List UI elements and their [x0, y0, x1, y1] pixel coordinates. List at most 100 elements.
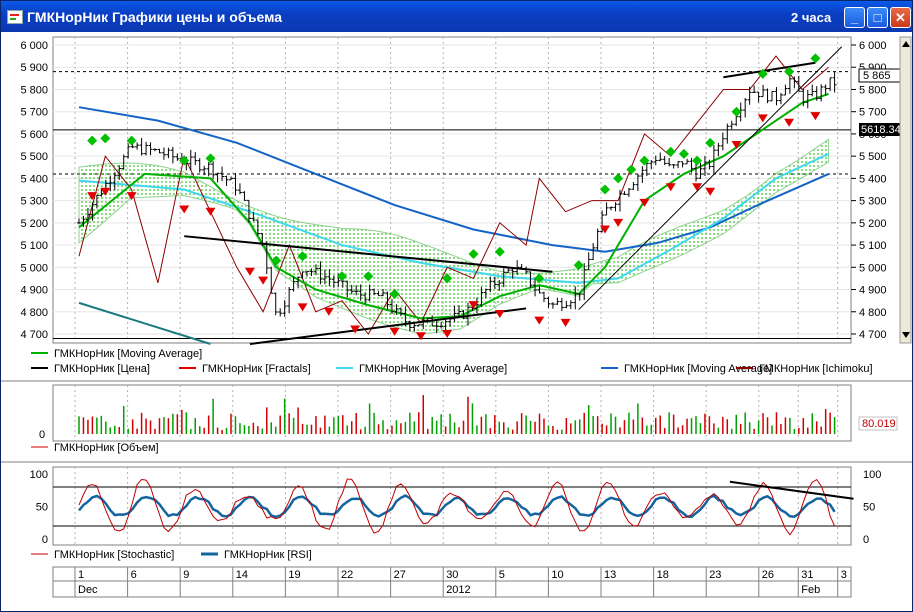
scroll-up-icon[interactable] — [902, 41, 910, 47]
scroll-down-icon[interactable] — [902, 332, 910, 338]
fractal-up-marker — [494, 246, 505, 257]
legend-entry[interactable]: ГМКНорНик [RSI] — [201, 549, 312, 561]
trend-line[interactable] — [578, 46, 843, 310]
day-tick-label: 31 — [801, 569, 813, 581]
fractal-up-marker — [613, 173, 624, 184]
minimize-button[interactable]: _ — [844, 7, 865, 28]
price-bar — [211, 161, 216, 180]
legend-entry[interactable]: ГМКНорНик [Stochastic] — [31, 549, 174, 561]
osc-tick-label-right: 100 — [863, 469, 881, 481]
oscillator-legend: ГМКНорНик [Stochastic] ГМКНорНик [RSI] — [31, 549, 312, 561]
legend-label: ГМКНорНик [Moving Average] — [624, 363, 772, 375]
price-bar — [130, 144, 135, 149]
legend-entry[interactable]: ГМКНорНик [Moving Average] — [601, 363, 772, 375]
price-tick-label: 6 000 — [20, 40, 48, 52]
price-bar — [501, 268, 506, 288]
fractal-down-marker — [692, 183, 703, 192]
price-bars — [77, 71, 837, 333]
price-bar — [90, 202, 95, 221]
price-bar — [832, 71, 837, 93]
osc-trend-line[interactable] — [729, 480, 854, 500]
price-bar — [309, 268, 314, 276]
price-bar — [385, 291, 390, 310]
fractal-down-marker — [494, 309, 505, 318]
price-tick-label-right: 6 000 — [859, 40, 887, 52]
fractal-down-marker — [613, 218, 624, 227]
day-tick-label: 3 — [841, 569, 847, 581]
price-bar — [716, 142, 721, 157]
price-bar — [135, 142, 140, 150]
price-bar — [801, 88, 806, 107]
price-bar — [305, 270, 310, 277]
trend-line[interactable] — [184, 235, 553, 273]
price-bar — [693, 162, 698, 182]
legend-entry[interactable]: ГМКНорНик [Цена] — [31, 363, 150, 375]
price-bar — [461, 309, 466, 320]
trend-lines[interactable] — [78, 46, 843, 345]
ma-blue-line — [78, 106, 830, 253]
legend-entry[interactable]: ГМКНорНик [Moving Average] — [336, 363, 507, 375]
price-bar — [541, 291, 546, 303]
cursor-price-label: 5618.34 — [861, 124, 901, 136]
legend-entry[interactable]: ГМКНорНик [Moving Average] — [31, 348, 202, 360]
price-bar — [237, 183, 242, 195]
fractal-up-marker — [442, 273, 453, 284]
price-bar — [394, 304, 399, 315]
legend-entry[interactable]: ГМКНорНик [Ichimoku] — [736, 363, 873, 375]
interval-label[interactable]: 2 часа — [791, 10, 832, 25]
price-tick-label: 4 700 — [20, 329, 48, 341]
price-tick-label-right: 5 000 — [859, 262, 887, 274]
price-tick-label-right: 4 700 — [859, 329, 887, 341]
fractal-down-marker — [442, 330, 453, 338]
legend-entry[interactable]: ГМКНорНик [Объем] — [31, 442, 159, 454]
trend-line[interactable] — [723, 61, 816, 79]
price-scrollbar[interactable] — [899, 36, 912, 344]
price-bar — [381, 288, 386, 297]
price-tick-label: 5 100 — [20, 240, 48, 252]
fractal-down-marker — [297, 303, 308, 312]
price-tick-label-right: 4 800 — [859, 307, 887, 319]
fractal-down-marker — [87, 192, 98, 201]
price-bar — [528, 271, 533, 288]
price-tick-label: 4 900 — [20, 285, 48, 297]
title-bar[interactable]: ГМКНорНик Графики цены и объема 2 часа _… — [1, 1, 912, 32]
oscillator-plot-area[interactable] — [52, 466, 852, 546]
fractal-down-marker — [258, 276, 269, 285]
price-tick-label-right: 5 400 — [859, 173, 887, 185]
price-bar — [452, 306, 457, 322]
price-bar — [667, 158, 672, 167]
price-bar — [108, 175, 113, 192]
price-bar — [206, 162, 211, 177]
close-button[interactable]: ✕ — [890, 7, 911, 28]
price-bar — [492, 276, 497, 289]
legend-entry[interactable]: ГМКНорНик [Fractals] — [179, 363, 311, 375]
price-bar — [761, 84, 766, 98]
osc-tick-label-right: 50 — [863, 502, 875, 514]
trend-line[interactable] — [249, 307, 527, 345]
fractal-down-marker — [205, 207, 216, 216]
fractal-up-marker — [534, 273, 545, 284]
price-bar — [573, 286, 578, 310]
oscillator-lines — [78, 478, 854, 536]
volume-bars — [78, 395, 836, 434]
price-bar — [229, 176, 234, 181]
price-bar — [121, 154, 126, 170]
trend-line[interactable] — [78, 301, 211, 345]
price-bar — [161, 147, 166, 160]
month-tick-label: 2012 — [446, 584, 470, 596]
fractal-down-marker — [560, 318, 571, 327]
price-bar — [148, 142, 153, 156]
price-bar — [519, 263, 524, 270]
price-bar — [702, 155, 707, 177]
price-bar — [747, 86, 752, 105]
price-bar — [166, 147, 171, 159]
chart-app-icon — [7, 10, 23, 24]
oscillator-grid — [53, 467, 851, 545]
day-tick-label: 22 — [341, 569, 353, 581]
fractal-up-marker — [337, 271, 347, 282]
price-bar — [153, 148, 158, 152]
price-legend: ГМКНорНик [Moving Average] ГМКНорНик [Цен… — [1, 348, 912, 382]
fractal-up-marker — [179, 155, 190, 166]
maximize-button[interactable]: □ — [867, 7, 888, 28]
